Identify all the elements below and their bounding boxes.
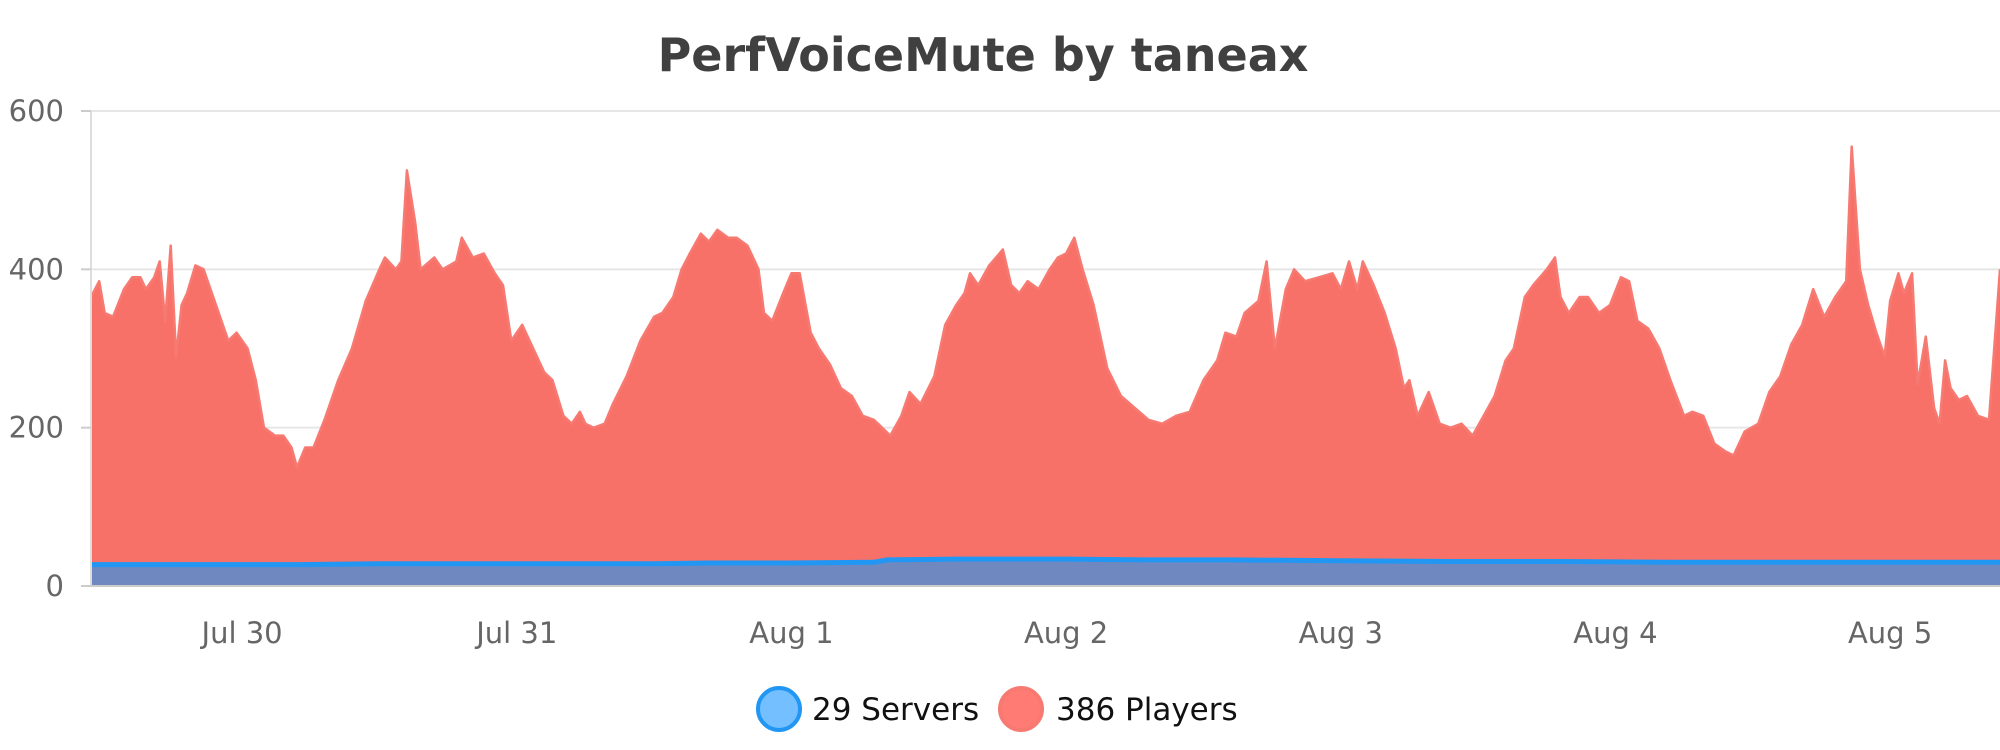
y-tick-label-1: 200 [9, 411, 64, 445]
x-tick-label-0: Jul 30 [200, 616, 283, 650]
y-tick-label-2: 400 [9, 252, 64, 286]
x-tick-label-5: Aug 4 [1573, 616, 1657, 650]
legend-marker-players[interactable] [998, 686, 1044, 732]
x-tick-label-1: Jul 31 [474, 616, 557, 650]
axes [90, 111, 2000, 587]
x-axis-ticks: Jul 30 Jul 31 Aug 1 Aug 2 Aug 3 Aug 4 Aug 5 [200, 616, 1933, 650]
chart-title: PerfVoiceMute by taneax [658, 28, 1309, 82]
x-tick-label-3: Aug 2 [1024, 616, 1108, 650]
legend-marker-servers[interactable] [756, 686, 802, 732]
legend: 29 Servers 386 Players [756, 686, 1238, 732]
area-series-layer [89, 145, 2000, 586]
x-tick-label-4: Aug 3 [1299, 616, 1383, 650]
legend-label-servers[interactable]: 29 Servers [812, 692, 979, 728]
series-line-players [89, 145, 2000, 469]
x-tick-label-6: Aug 5 [1848, 616, 1932, 650]
series-area-players [91, 146, 2000, 586]
y-tick-label-3: 600 [9, 94, 64, 128]
y-axis-ticks: 0 200 400 600 [9, 94, 91, 603]
legend-label-players[interactable]: 386 Players [1056, 692, 1238, 728]
x-tick-label-2: Aug 1 [749, 616, 833, 650]
y-tick-label-0: 0 [46, 569, 64, 603]
series-line-servers [91, 556, 2000, 568]
